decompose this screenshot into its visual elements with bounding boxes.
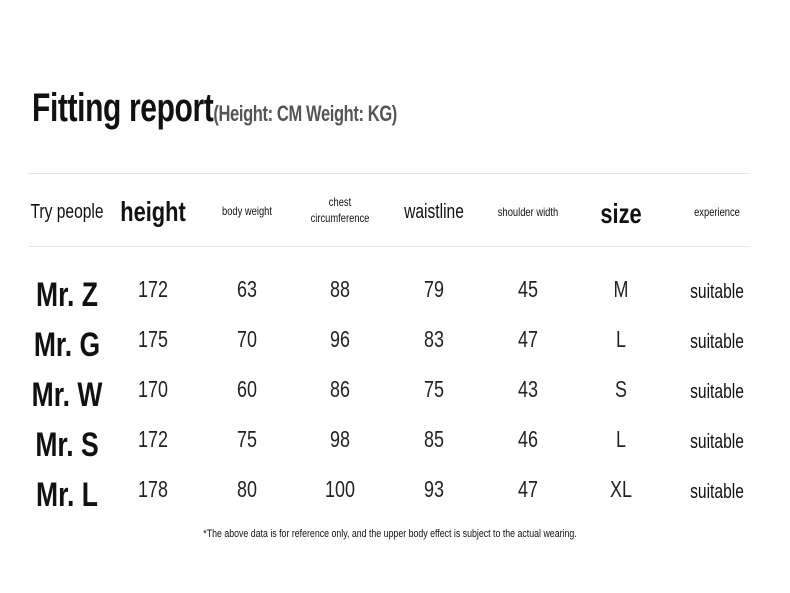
table-cell: 47 <box>518 475 538 502</box>
person-name: Mr. L <box>36 475 98 514</box>
divider <box>28 246 750 247</box>
table-cell: suitable <box>690 380 744 403</box>
person-name: Mr. Z <box>36 275 98 314</box>
table-cell: 170 <box>138 375 168 402</box>
table-cell: S <box>615 375 627 402</box>
table-cell: suitable <box>690 280 744 303</box>
table-cell: M <box>613 275 629 302</box>
table-cell: 63 <box>237 275 257 302</box>
column-header: shoulder width <box>497 205 559 219</box>
table-cell: 70 <box>237 325 257 352</box>
table-cell: 88 <box>330 275 350 302</box>
table-cell: L <box>616 325 626 352</box>
table-cell: 175 <box>138 325 168 352</box>
column-header: chest circumference <box>310 195 370 225</box>
table-cell: 96 <box>330 325 350 352</box>
table-cell: suitable <box>690 480 744 503</box>
title-text: Fitting report <box>32 86 214 130</box>
table-cell: 172 <box>138 275 168 302</box>
table-cell: 47 <box>518 325 538 352</box>
table-cell: 80 <box>237 475 257 502</box>
table-cell: suitable <box>690 430 744 453</box>
column-header: height <box>120 196 186 227</box>
table-cell: 172 <box>138 425 168 452</box>
table-cell: 100 <box>325 475 355 502</box>
table-cell: 45 <box>518 275 538 302</box>
table-cell: XL <box>610 475 632 502</box>
table-cell: 98 <box>330 425 350 452</box>
table-cell: 93 <box>424 475 444 502</box>
divider <box>28 173 750 174</box>
table-cell: 83 <box>424 325 444 352</box>
column-header: experience <box>694 205 740 219</box>
table-cell: suitable <box>690 330 744 353</box>
disclaimer-note: *The above data is for reference only, a… <box>203 528 577 540</box>
table-cell: 75 <box>237 425 257 452</box>
person-name: Mr. S <box>35 425 99 464</box>
table-cell: 86 <box>330 375 350 402</box>
table-cell: 75 <box>424 375 444 402</box>
table-cell: 178 <box>138 475 168 502</box>
column-header: Try people <box>30 201 104 223</box>
table-cell: 43 <box>518 375 538 402</box>
table-cell: L <box>616 425 626 452</box>
table-cell: 60 <box>237 375 257 402</box>
person-name: Mr. G <box>33 325 101 364</box>
person-name: Mr. W <box>31 375 103 414</box>
units-subtitle: (Height: CM Weight: KG) <box>213 101 397 126</box>
page-title: Fitting report(Height: CM Weight: KG) <box>32 86 397 131</box>
column-header: size <box>600 198 642 229</box>
table-cell: 79 <box>424 275 444 302</box>
table-cell: 46 <box>518 425 538 452</box>
table-cell: 85 <box>424 425 444 452</box>
column-header: body weight <box>222 204 272 218</box>
column-header: waistline <box>404 201 464 223</box>
